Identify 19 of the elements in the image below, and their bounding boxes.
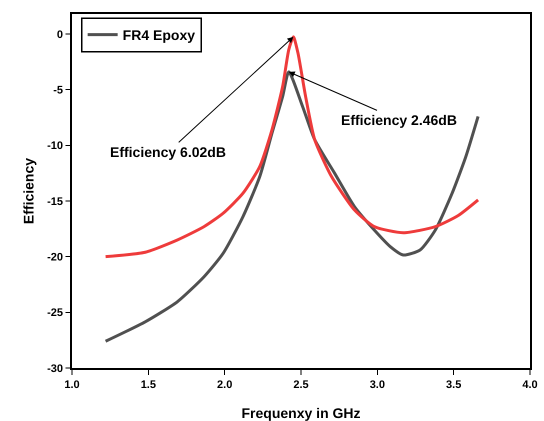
y-tick-label: -25 [47, 307, 64, 320]
x-tick-label: 3.0 [370, 378, 385, 391]
x-tick-label: 1.0 [64, 378, 80, 391]
y-axis-title: Efficiency [20, 158, 36, 224]
legend-label: FR4 Epoxy [122, 27, 196, 44]
y-tick-label: -10 [47, 140, 64, 152]
y-tick-label: -15 [47, 196, 64, 208]
x-tick-label: 3.5 [446, 378, 462, 391]
y-tick-label: -30 [47, 362, 64, 375]
x-tick-label: 2.0 [217, 378, 232, 391]
x-axis-title: Frequenxy in GHz [241, 405, 361, 421]
x-tick-label: 4.0 [522, 378, 538, 391]
annotation: Efficiency 6.02dB [110, 144, 226, 160]
y-tick-label: 0 [56, 28, 64, 41]
y-tick-label: -20 [47, 252, 64, 264]
y-tick-label: -5 [53, 84, 64, 97]
annotation: Efficiency 2.46dB [341, 112, 457, 128]
x-tick-label: 2.5 [293, 378, 309, 391]
x-tick-label: 1.5 [140, 378, 156, 391]
